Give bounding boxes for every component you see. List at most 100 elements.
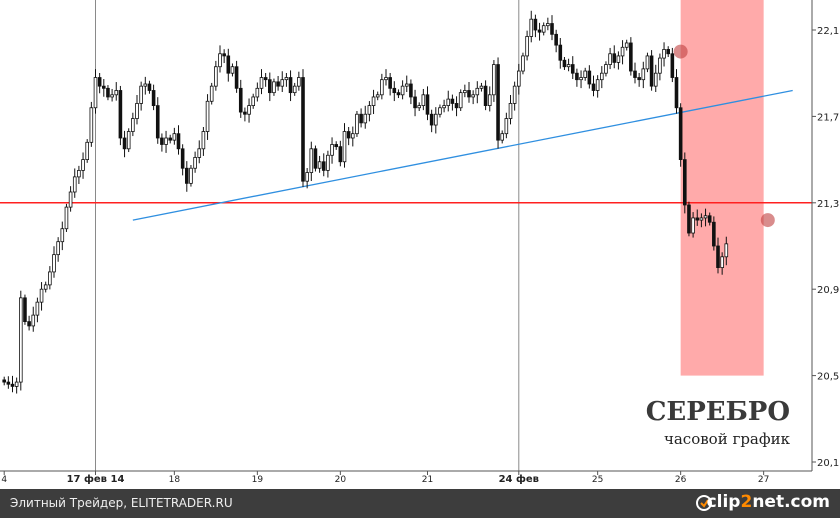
candle-body-9 xyxy=(39,288,44,303)
candle-body-101 xyxy=(421,94,426,107)
x-tick-label-8: 26 xyxy=(675,475,687,485)
candle-body-107 xyxy=(446,98,451,107)
candle-body-67 xyxy=(280,79,285,87)
candle-body-84 xyxy=(350,133,355,139)
candle-8 xyxy=(35,297,40,323)
candle-13 xyxy=(56,237,60,262)
candle-54 xyxy=(226,48,231,82)
candle-134 xyxy=(558,37,563,69)
y-tick-label-4: 20,5 xyxy=(817,372,839,383)
candle-body-165 xyxy=(687,204,691,234)
candle-55 xyxy=(230,63,235,77)
candle-61 xyxy=(255,82,260,102)
candle-body-162 xyxy=(674,77,679,109)
candle-body-48 xyxy=(201,131,206,150)
candle-body-128 xyxy=(533,18,538,31)
x-tick-label-4: 20 xyxy=(335,475,347,485)
candle-body-91 xyxy=(380,79,384,96)
candle-168 xyxy=(699,213,704,228)
candle-82 xyxy=(342,123,347,168)
candle-113 xyxy=(471,90,475,105)
candle-body-46 xyxy=(193,157,197,169)
candle-72 xyxy=(301,69,305,188)
candle-body-51 xyxy=(214,66,218,87)
candle-90 xyxy=(375,91,380,101)
x-tick-label-9: 27 xyxy=(758,475,769,485)
candle-body-158 xyxy=(658,57,662,74)
candle-73 xyxy=(305,168,309,189)
candle-146 xyxy=(608,47,612,70)
candle-24 xyxy=(102,79,106,97)
candle-body-1 xyxy=(6,381,11,385)
candle-body-70 xyxy=(292,85,297,94)
candle-50 xyxy=(209,82,214,105)
candle-body-111 xyxy=(463,90,467,94)
candle-151 xyxy=(629,37,633,76)
candle-133 xyxy=(554,29,558,53)
candle-6 xyxy=(27,315,31,331)
candle-94 xyxy=(392,81,397,102)
candle-body-26 xyxy=(110,94,114,98)
candle-body-71 xyxy=(297,77,301,87)
candle-74 xyxy=(309,141,314,181)
candle-body-42 xyxy=(176,133,181,150)
candle-body-22 xyxy=(93,77,98,109)
candle-body-55 xyxy=(230,66,235,74)
candle-body-122 xyxy=(508,103,513,119)
candle-77 xyxy=(321,153,326,177)
candle-body-83 xyxy=(346,131,351,139)
candle-5 xyxy=(23,294,27,325)
candle-141 xyxy=(587,65,592,89)
candle-body-173 xyxy=(720,256,724,268)
candle-body-140 xyxy=(583,70,587,78)
candle-44 xyxy=(184,161,189,192)
candle-body-112 xyxy=(467,90,471,98)
candle-body-146 xyxy=(608,53,612,65)
candle-body-36 xyxy=(151,90,156,107)
candle-69 xyxy=(288,70,293,102)
candle-body-164 xyxy=(683,159,687,206)
markers xyxy=(673,44,775,228)
trendline-segment xyxy=(132,89,793,221)
candle-15 xyxy=(64,203,69,232)
candle-body-58 xyxy=(243,111,247,115)
candle-body-102 xyxy=(425,94,430,115)
candle-169 xyxy=(703,208,708,227)
candle-148 xyxy=(616,51,621,70)
candle-body-60 xyxy=(251,96,256,106)
candle-163 xyxy=(678,103,683,167)
candle-body-37 xyxy=(155,105,160,139)
candle-body-145 xyxy=(604,64,608,74)
candle-body-108 xyxy=(450,98,455,104)
candle-7 xyxy=(31,306,36,332)
candle-body-40 xyxy=(168,137,173,141)
candle-66 xyxy=(276,76,280,91)
candle-body-125 xyxy=(521,55,525,72)
candle-body-29 xyxy=(122,137,127,150)
marker-0 xyxy=(673,44,688,59)
candle-154 xyxy=(641,61,646,89)
candle-71 xyxy=(297,71,301,91)
candle-70 xyxy=(292,82,297,96)
candle-body-174 xyxy=(724,243,729,258)
candle-body-169 xyxy=(703,215,708,219)
candles xyxy=(2,10,729,394)
candle-body-73 xyxy=(305,172,309,182)
candle-body-75 xyxy=(313,148,318,169)
candle-body-92 xyxy=(384,77,388,81)
candle-body-35 xyxy=(147,83,152,91)
trendline xyxy=(132,89,793,221)
candle-157 xyxy=(653,64,658,92)
footer-bar: Элитный Трейдер, ELITETRADER.RU clip2net… xyxy=(0,489,840,518)
chart: 22,1 21,7 21,3 20,9 20,5 20,1 4 17 фев 14 18 19 2… xyxy=(0,0,839,485)
candle-139 xyxy=(579,70,583,89)
candle-body-28 xyxy=(118,90,123,139)
candle-0 xyxy=(2,376,6,386)
candle-body-139 xyxy=(579,77,583,81)
candle-122 xyxy=(508,95,513,125)
candle-body-14 xyxy=(60,228,65,243)
candle-body-74 xyxy=(309,148,314,173)
candle-31 xyxy=(131,112,135,137)
candle-105 xyxy=(438,104,442,118)
candle-body-160 xyxy=(666,49,670,55)
